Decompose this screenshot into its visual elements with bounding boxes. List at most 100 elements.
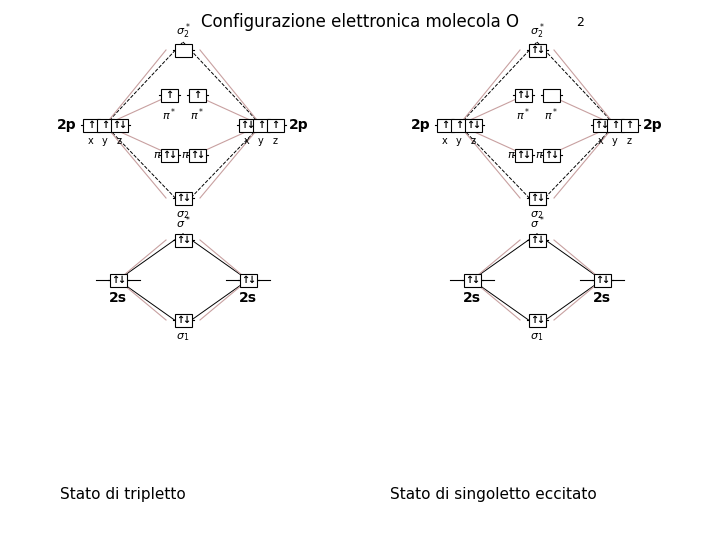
Text: ↑: ↑ bbox=[165, 90, 173, 100]
Bar bbox=[621, 118, 637, 132]
Text: ↑: ↑ bbox=[176, 235, 184, 245]
Text: 2p: 2p bbox=[411, 118, 431, 132]
Bar bbox=[109, 273, 127, 287]
Text: z: z bbox=[117, 136, 122, 145]
Text: ↓: ↓ bbox=[472, 120, 480, 130]
Text: ↓: ↓ bbox=[196, 150, 204, 160]
Text: y: y bbox=[612, 136, 618, 145]
Bar bbox=[83, 118, 99, 132]
Bar bbox=[464, 118, 482, 132]
Bar bbox=[110, 118, 127, 132]
Text: ↑: ↑ bbox=[595, 275, 603, 285]
Text: ↑: ↑ bbox=[516, 150, 524, 160]
Text: ↓: ↓ bbox=[536, 45, 544, 55]
Bar bbox=[542, 148, 559, 161]
Bar bbox=[528, 314, 546, 327]
Text: ↓: ↓ bbox=[522, 90, 530, 100]
Text: $\pi$: $\pi$ bbox=[507, 150, 516, 160]
Text: $\pi^*$: $\pi^*$ bbox=[516, 106, 530, 123]
Bar bbox=[593, 273, 611, 287]
Text: ↑: ↑ bbox=[87, 120, 95, 130]
Bar bbox=[436, 118, 454, 132]
Text: ↓: ↓ bbox=[246, 120, 254, 130]
Text: 2s: 2s bbox=[463, 292, 481, 306]
Text: ↑: ↑ bbox=[611, 120, 619, 130]
Bar bbox=[515, 89, 531, 102]
Text: $\pi^*$: $\pi^*$ bbox=[544, 106, 558, 123]
Text: ↑: ↑ bbox=[162, 150, 170, 160]
Text: ↓: ↓ bbox=[168, 150, 176, 160]
Bar bbox=[266, 118, 284, 132]
Text: ↑: ↑ bbox=[176, 315, 184, 325]
Text: ↑: ↑ bbox=[594, 120, 602, 130]
Text: $\sigma_1$: $\sigma_1$ bbox=[531, 332, 544, 343]
Text: 2p: 2p bbox=[289, 118, 309, 132]
Text: ↑: ↑ bbox=[111, 275, 119, 285]
Bar bbox=[593, 118, 610, 132]
Text: 2: 2 bbox=[576, 16, 584, 29]
Bar bbox=[189, 148, 205, 161]
Bar bbox=[96, 118, 114, 132]
Text: ↑: ↑ bbox=[240, 120, 248, 130]
Text: ↓: ↓ bbox=[182, 315, 190, 325]
Bar bbox=[528, 44, 546, 57]
Bar bbox=[515, 148, 531, 161]
Text: ↓: ↓ bbox=[601, 275, 609, 285]
Text: z: z bbox=[626, 136, 631, 145]
Text: Configurazione elettronica molecola O: Configurazione elettronica molecola O bbox=[201, 13, 519, 31]
Text: ↑: ↑ bbox=[516, 90, 524, 100]
Text: y: y bbox=[258, 136, 264, 145]
Text: $\sigma^*$: $\sigma^*$ bbox=[530, 214, 544, 231]
Text: $\pi$: $\pi$ bbox=[181, 150, 189, 160]
Text: $\sigma_1$: $\sigma_1$ bbox=[176, 332, 189, 343]
Text: ↑: ↑ bbox=[271, 120, 279, 130]
Text: z: z bbox=[272, 136, 277, 145]
Text: Stato di tripletto: Stato di tripletto bbox=[60, 487, 186, 502]
Text: ↓: ↓ bbox=[600, 120, 608, 130]
Text: x: x bbox=[598, 136, 604, 145]
Text: ↑: ↑ bbox=[530, 45, 538, 55]
Bar bbox=[528, 233, 546, 246]
Text: ↑: ↑ bbox=[455, 120, 463, 130]
Text: ↓: ↓ bbox=[182, 235, 190, 245]
Text: 2p: 2p bbox=[57, 118, 77, 132]
Text: ↑: ↑ bbox=[544, 150, 552, 160]
Text: $\pi^*$: $\pi^*$ bbox=[162, 106, 176, 123]
Text: $\sigma^*$: $\sigma^*$ bbox=[176, 214, 190, 231]
Text: ↓: ↓ bbox=[536, 235, 544, 245]
Text: ↑: ↑ bbox=[190, 150, 198, 160]
Text: $\sigma_2$: $\sigma_2$ bbox=[176, 210, 189, 221]
Text: ↑: ↑ bbox=[625, 120, 633, 130]
Text: ↓: ↓ bbox=[182, 193, 190, 203]
Text: ↑: ↑ bbox=[465, 275, 473, 285]
Text: $\pi$: $\pi$ bbox=[153, 150, 161, 160]
Text: ↓: ↓ bbox=[536, 315, 544, 325]
Bar bbox=[606, 118, 624, 132]
Bar bbox=[161, 89, 178, 102]
Text: ↑: ↑ bbox=[530, 315, 538, 325]
Text: $\sigma_2$: $\sigma_2$ bbox=[531, 210, 544, 221]
Text: 2p: 2p bbox=[643, 118, 663, 132]
Bar bbox=[174, 233, 192, 246]
Text: x: x bbox=[244, 136, 250, 145]
Text: ↑: ↑ bbox=[193, 90, 201, 100]
Text: x: x bbox=[442, 136, 448, 145]
Text: y: y bbox=[456, 136, 462, 145]
Text: ↓: ↓ bbox=[117, 275, 125, 285]
Text: y: y bbox=[102, 136, 108, 145]
Text: ↑: ↑ bbox=[112, 120, 120, 130]
Bar bbox=[189, 89, 205, 102]
Text: $\sigma_2^*$: $\sigma_2^*$ bbox=[176, 21, 190, 40]
Text: ↑: ↑ bbox=[241, 275, 249, 285]
Text: ↓: ↓ bbox=[247, 275, 255, 285]
Bar bbox=[161, 148, 178, 161]
Text: ↓: ↓ bbox=[536, 193, 544, 203]
Text: Stato di singoletto eccitato: Stato di singoletto eccitato bbox=[390, 487, 597, 502]
Text: ↑: ↑ bbox=[176, 193, 184, 203]
Text: ↓: ↓ bbox=[550, 150, 558, 160]
Bar bbox=[528, 192, 546, 205]
Text: 2s: 2s bbox=[239, 292, 257, 306]
Bar bbox=[451, 118, 467, 132]
Text: ↑: ↑ bbox=[101, 120, 109, 130]
Bar bbox=[253, 118, 269, 132]
